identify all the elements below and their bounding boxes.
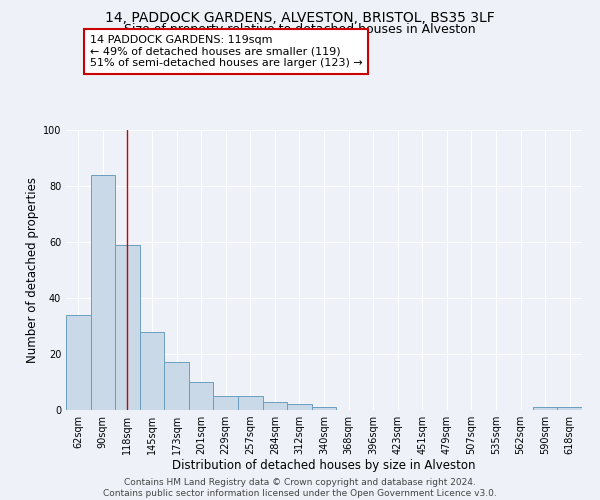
Bar: [533, 407, 557, 410]
Bar: [140, 332, 164, 410]
Text: Contains HM Land Registry data © Crown copyright and database right 2024.
Contai: Contains HM Land Registry data © Crown c…: [103, 478, 497, 498]
Text: 14, PADDOCK GARDENS, ALVESTON, BRISTOL, BS35 3LF: 14, PADDOCK GARDENS, ALVESTON, BRISTOL, …: [105, 11, 495, 25]
Text: 14 PADDOCK GARDENS: 119sqm
← 49% of detached houses are smaller (119)
51% of sem: 14 PADDOCK GARDENS: 119sqm ← 49% of deta…: [90, 35, 363, 68]
Bar: [557, 407, 582, 410]
X-axis label: Distribution of detached houses by size in Alveston: Distribution of detached houses by size …: [172, 458, 476, 471]
Bar: [91, 175, 115, 410]
Bar: [164, 362, 189, 410]
Bar: [214, 396, 238, 410]
Bar: [189, 382, 214, 410]
Bar: [263, 402, 287, 410]
Text: Size of property relative to detached houses in Alveston: Size of property relative to detached ho…: [124, 22, 476, 36]
Bar: [238, 396, 263, 410]
Bar: [115, 245, 140, 410]
Bar: [66, 315, 91, 410]
Bar: [312, 407, 336, 410]
Y-axis label: Number of detached properties: Number of detached properties: [26, 177, 38, 363]
Bar: [287, 404, 312, 410]
